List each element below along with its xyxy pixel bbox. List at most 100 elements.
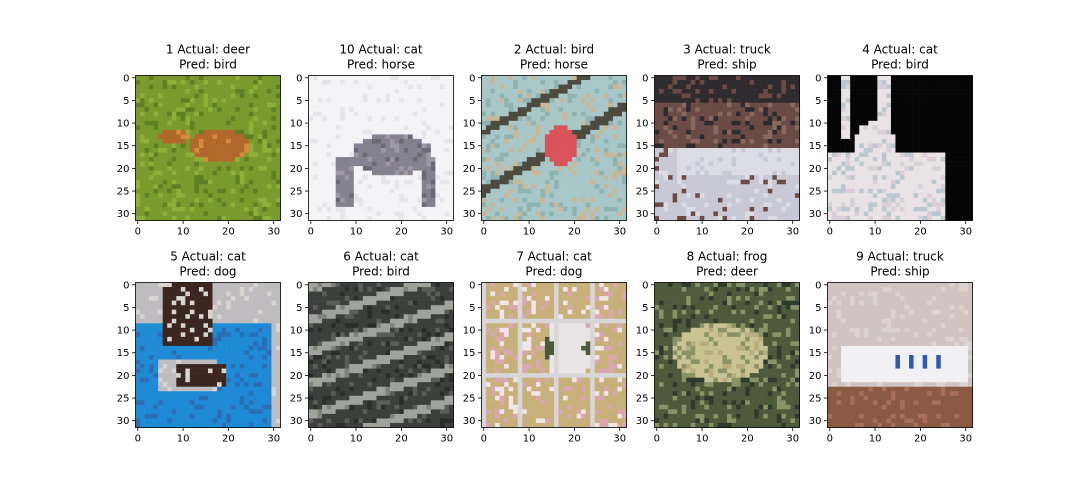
image-pixel — [144, 197, 150, 203]
y-tick-label: 5 — [642, 96, 648, 107]
image-pixel — [430, 120, 436, 126]
image-pixel — [954, 166, 960, 171]
image-pixel — [257, 166, 263, 171]
image-pixel — [266, 111, 272, 117]
image-pixel — [886, 116, 892, 122]
image-pixel — [890, 175, 896, 181]
y-tick-label: 15 — [463, 141, 476, 152]
image-pixel — [417, 93, 423, 99]
image-pixel — [717, 93, 723, 99]
image-pixel — [918, 134, 923, 140]
image-pixel — [435, 197, 441, 203]
image-pixel — [845, 138, 851, 144]
image-pixel — [776, 197, 782, 203]
image-pixel — [949, 80, 955, 85]
image-pixel — [162, 148, 168, 153]
image-pixel — [203, 170, 209, 176]
image-pixel — [162, 215, 168, 221]
image-pixel — [381, 179, 386, 185]
image-pixel — [717, 116, 723, 122]
image-pixel — [708, 107, 714, 113]
image-pixel — [275, 161, 281, 167]
image-pixel — [313, 211, 318, 217]
image-pixel — [576, 134, 582, 140]
image-pixel — [544, 152, 550, 158]
image-pixel — [909, 175, 914, 181]
image-pixel — [954, 175, 960, 181]
image-pixel — [408, 111, 414, 117]
image-pixel — [890, 89, 896, 94]
image-pixel — [686, 129, 692, 135]
image-pixel — [594, 206, 600, 212]
image-pixel — [717, 75, 723, 81]
image-pixel — [140, 111, 145, 117]
image-pixel — [486, 148, 491, 153]
image-pixel — [868, 161, 874, 167]
image-pixel — [266, 107, 272, 113]
image-pixel — [590, 197, 596, 203]
image-pixel — [203, 152, 209, 158]
image-pixel — [444, 184, 450, 190]
image-pixel — [654, 138, 660, 144]
image-pixel — [185, 206, 191, 212]
image-pixel — [936, 166, 942, 171]
image-pixel — [713, 75, 719, 81]
image-pixel — [585, 143, 591, 149]
image-pixel — [271, 93, 277, 99]
image-pixel — [554, 152, 559, 158]
image-pixel — [554, 157, 559, 162]
image-pixel — [390, 206, 395, 212]
image-pixel — [344, 211, 350, 217]
image-pixel — [672, 175, 678, 181]
image-pixel — [581, 175, 587, 181]
image-pixel — [390, 179, 395, 185]
image-pixel — [531, 184, 537, 190]
image-pixel — [331, 84, 336, 90]
image-pixel — [430, 170, 436, 176]
image-pixel — [690, 116, 696, 122]
image-pixel — [922, 134, 928, 140]
image-pixel — [508, 170, 514, 176]
image-pixel — [886, 120, 892, 126]
image-pixel — [176, 211, 182, 217]
image-pixel — [890, 125, 896, 131]
image-pixel — [745, 161, 750, 167]
image-pixel — [659, 188, 664, 194]
image-pixel — [208, 175, 213, 181]
image-pixel — [567, 211, 573, 217]
image-pixel — [540, 116, 546, 122]
image-pixel — [886, 138, 892, 144]
image-pixel — [540, 80, 546, 85]
image-pixel — [253, 143, 259, 149]
image-pixel — [208, 75, 213, 81]
image-pixel — [708, 161, 714, 167]
image-pixel — [239, 197, 245, 203]
image-pixel — [612, 134, 618, 140]
image-pixel — [358, 157, 364, 162]
image-pixel — [832, 107, 837, 113]
image-pixel — [708, 206, 714, 212]
image-pixel — [358, 197, 364, 203]
image-pixel — [717, 202, 723, 208]
image-pixel — [194, 197, 200, 203]
image-pixel — [913, 179, 919, 185]
image-pixel — [581, 206, 587, 212]
image-pixel — [481, 116, 487, 122]
image-pixel — [308, 211, 314, 217]
image-pixel — [603, 202, 609, 208]
image-pixel — [836, 98, 842, 103]
image-pixel — [740, 134, 746, 140]
image-pixel — [832, 125, 837, 131]
image-pixel — [185, 125, 191, 131]
image-pixel — [776, 211, 782, 217]
image-pixel — [544, 157, 550, 162]
image-pixel — [158, 111, 163, 117]
image-pixel — [767, 107, 773, 113]
image-pixel — [504, 184, 509, 190]
image-pixel — [176, 166, 182, 171]
image-pixel — [535, 89, 541, 94]
image-pixel — [890, 179, 896, 185]
image-pixel — [686, 89, 692, 94]
image-pixel — [967, 179, 973, 185]
image-pixel — [599, 75, 605, 81]
